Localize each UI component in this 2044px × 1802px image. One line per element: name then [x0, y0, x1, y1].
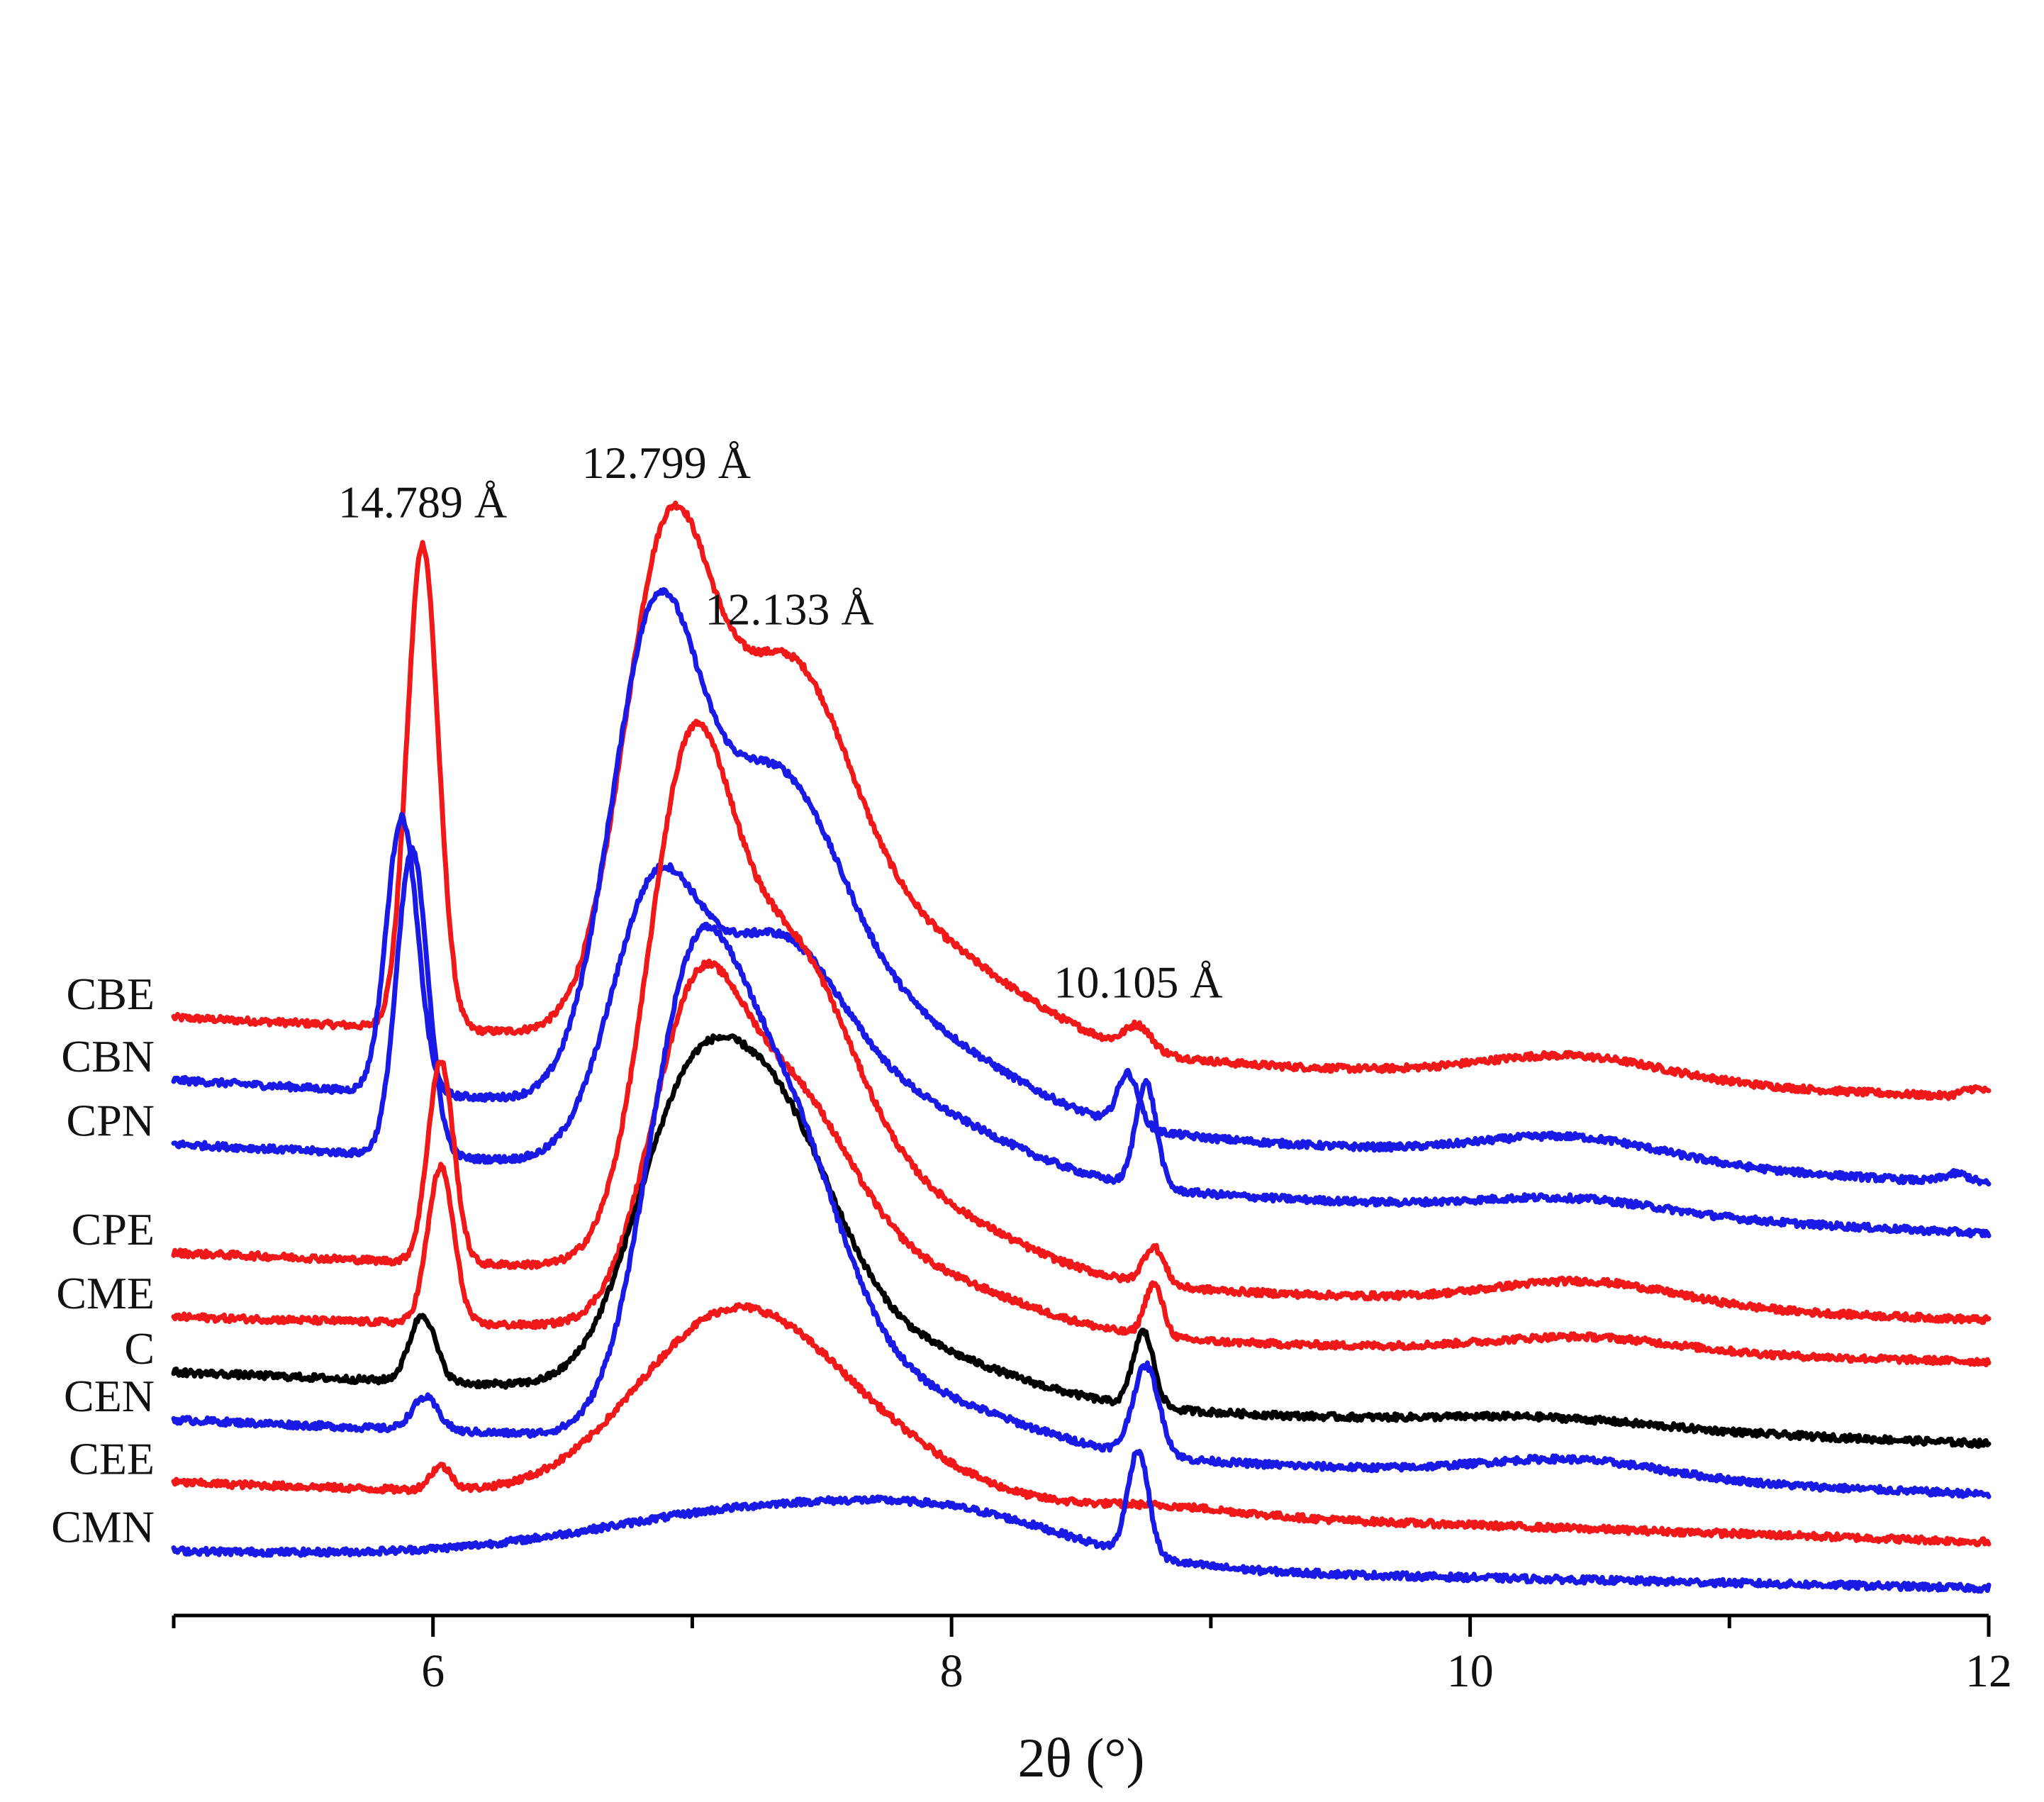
- series-label-cme: CME: [56, 1268, 155, 1318]
- trace-cen: [171, 921, 1992, 1499]
- series-label-cen: CEN: [64, 1371, 155, 1421]
- series-label-c: C: [124, 1323, 155, 1374]
- x-axis: 6 8 10 12 2θ (°): [172, 1613, 2012, 1789]
- x-tick-label: 8: [940, 1645, 964, 1697]
- series-label-cee: CEE: [69, 1433, 155, 1484]
- x-tick-label: 10: [1447, 1645, 1494, 1697]
- traces: [171, 500, 1992, 1594]
- trace-cpn: [171, 845, 1992, 1239]
- trace-cmn: [171, 1449, 1992, 1594]
- trace-cme: [171, 958, 1992, 1368]
- series-label-cbn: CBN: [61, 1031, 155, 1081]
- series-label-cpe: CPE: [72, 1204, 155, 1255]
- trace-cbn: [171, 586, 1992, 1186]
- peak-annotation-4: 10.105 Å: [1054, 957, 1222, 1008]
- x-tick-label: 12: [1965, 1645, 2012, 1697]
- series-label-cmn: CMN: [51, 1502, 155, 1552]
- series-label-cbe: CBE: [67, 969, 155, 1019]
- x-ticks: [172, 1615, 1991, 1637]
- trace-cee: [171, 1302, 1992, 1547]
- series-label-cpn: CPN: [67, 1095, 155, 1145]
- trace-c: [171, 1033, 1992, 1450]
- x-tick-label: 6: [421, 1645, 445, 1697]
- trace-cbe: [171, 500, 1992, 1101]
- x-tick-labels: 6 8 10 12: [421, 1645, 2012, 1697]
- trace-cpe: [171, 718, 1992, 1325]
- x-axis-title: 2θ (°): [1017, 1727, 1144, 1789]
- peak-annotations: 14.789 Å 12.799 Å 12.133 Å 10.105 Å: [338, 438, 1223, 1008]
- peak-annotation-2: 12.799 Å: [582, 438, 751, 488]
- peak-annotation-3: 12.133 Å: [705, 584, 873, 635]
- peak-annotation-1: 14.789 Å: [338, 477, 507, 528]
